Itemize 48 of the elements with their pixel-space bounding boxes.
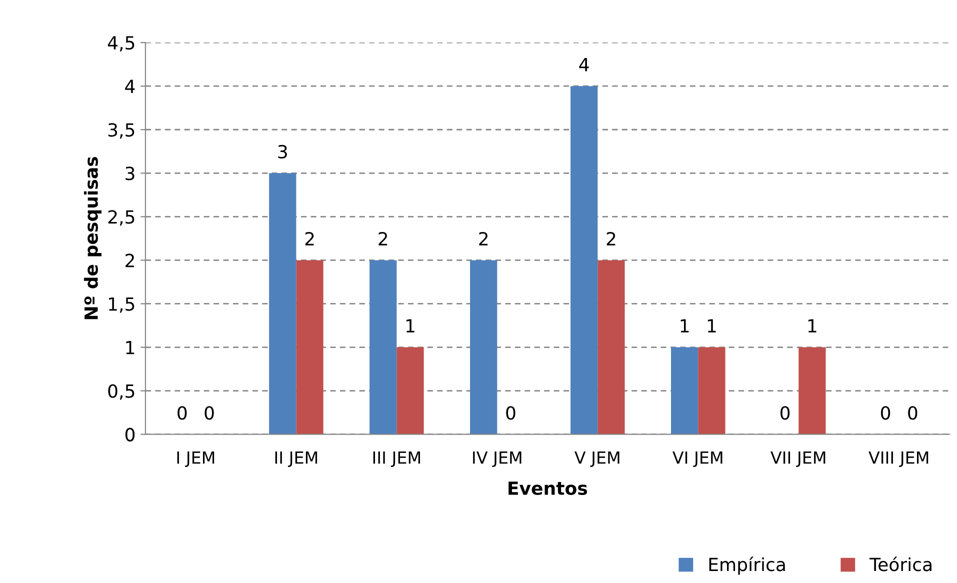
y-tick-label: 2,5 [108,210,134,226]
bar [269,173,296,434]
x-tick-label: I JEM [177,452,214,467]
data-label: 0 [178,406,187,420]
y-axis-title: Nº de pesquisas [84,157,102,320]
x-axis-title: Eventos [508,482,588,495]
bar [598,260,625,434]
legend-label: Teórica [869,556,932,572]
bar [698,347,726,434]
y-tick-label: 3,5 [108,123,134,139]
x-tick-label: IV JEM [473,452,522,467]
bar [296,260,324,434]
data-label: 0 [204,406,214,420]
data-label: 2 [305,232,314,246]
data-label: 1 [406,319,414,332]
bar [671,347,698,434]
y-tick-label: 3 [126,166,134,180]
bar [470,260,498,434]
y-tick-label: 2 [126,254,134,268]
data-label: 2 [378,232,388,246]
x-tick-label: VI JEM [672,452,722,467]
data-label: 1 [708,319,716,332]
legend-label: Empírica [709,556,785,575]
bar [798,347,826,434]
data-label: 4 [579,58,589,72]
data-label: 0 [506,406,516,420]
data-label: 0 [908,406,918,420]
y-tick-label: 1,5 [109,297,134,313]
x-tick-label: II JEM [275,452,318,467]
bar [370,260,397,434]
data-label: 0 [880,406,890,420]
y-tick-label: 1 [126,340,134,354]
bar [570,86,598,434]
x-tick-label: VII JEM [770,452,826,467]
x-tick-label: V JEM [574,452,620,467]
data-label: 2 [479,232,488,246]
y-tick-label: 4,5 [108,36,134,52]
y-tick-label: 4 [125,80,135,93]
y-tick-label: 0,5 [108,384,134,400]
data-label: 1 [808,319,816,332]
y-tick-label: 0 [125,428,135,442]
bar [396,347,424,434]
data-label: 2 [606,232,616,246]
data-label: 0 [780,406,790,420]
data-label: 1 [680,319,689,332]
x-tick-label: VIII JEM [868,452,928,467]
x-tick-label: III JEM [373,452,420,467]
data-label: 3 [278,144,287,159]
